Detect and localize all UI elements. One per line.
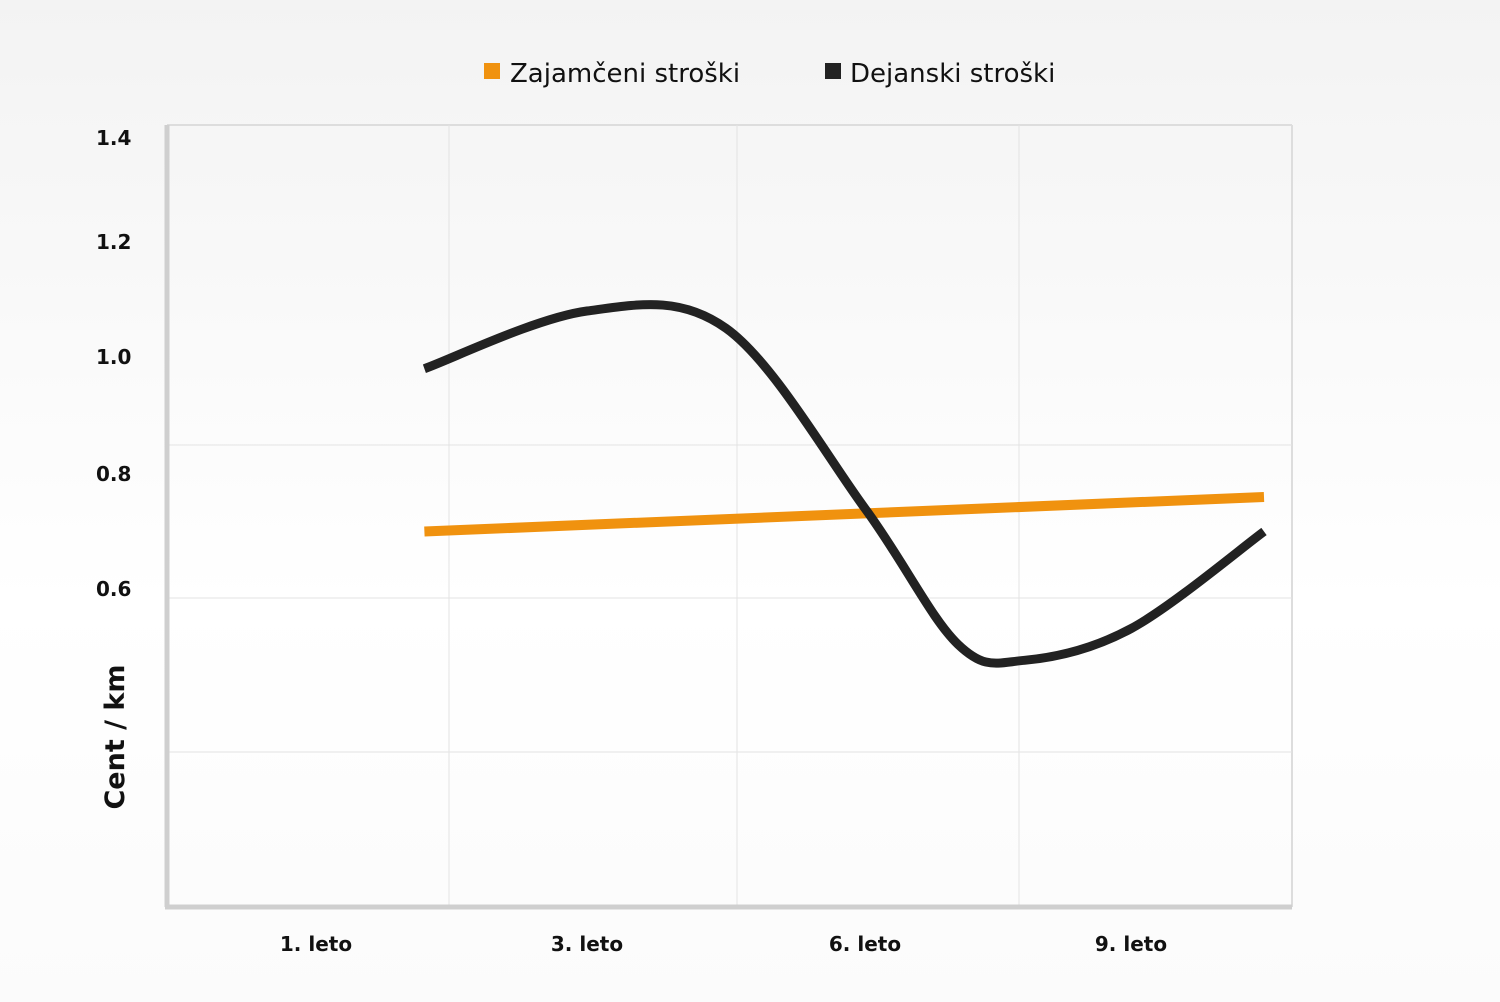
legend-label-guaranteed: Zajamčeni stroški — [510, 59, 740, 89]
x-tick-label: 9. leto — [1095, 932, 1167, 956]
y-tick-label: 1.4 — [96, 126, 131, 150]
x-tick-label: 3. leto — [551, 932, 623, 956]
y-axis-title: Cent / km — [100, 664, 131, 809]
legend-swatch-guaranteed — [484, 63, 500, 79]
plot-area — [164, 124, 1293, 910]
x-tick-label: 6. leto — [829, 932, 901, 956]
x-tick-labels: 1. leto 3. leto 6. leto 9. leto — [280, 932, 1167, 956]
y-tick-label: 1.0 — [96, 345, 131, 369]
legend-swatch-actual — [825, 63, 841, 79]
y-tick-labels: 1.4 1.2 1.0 0.8 0.6 — [96, 126, 131, 601]
y-tick-label: 0.8 — [96, 462, 131, 486]
y-tick-label: 0.6 — [96, 577, 131, 601]
x-tick-label: 1. leto — [280, 932, 352, 956]
y-tick-label: 1.2 — [96, 230, 131, 254]
legend-label-actual: Dejanski stroški — [850, 59, 1055, 89]
series-line-guaranteed-costs — [424, 492, 1265, 537]
series-line-actual-costs — [422, 300, 1267, 668]
legend: Zajamčeni stroški Dejanski stroški — [484, 59, 1055, 89]
series-layer — [422, 300, 1267, 668]
